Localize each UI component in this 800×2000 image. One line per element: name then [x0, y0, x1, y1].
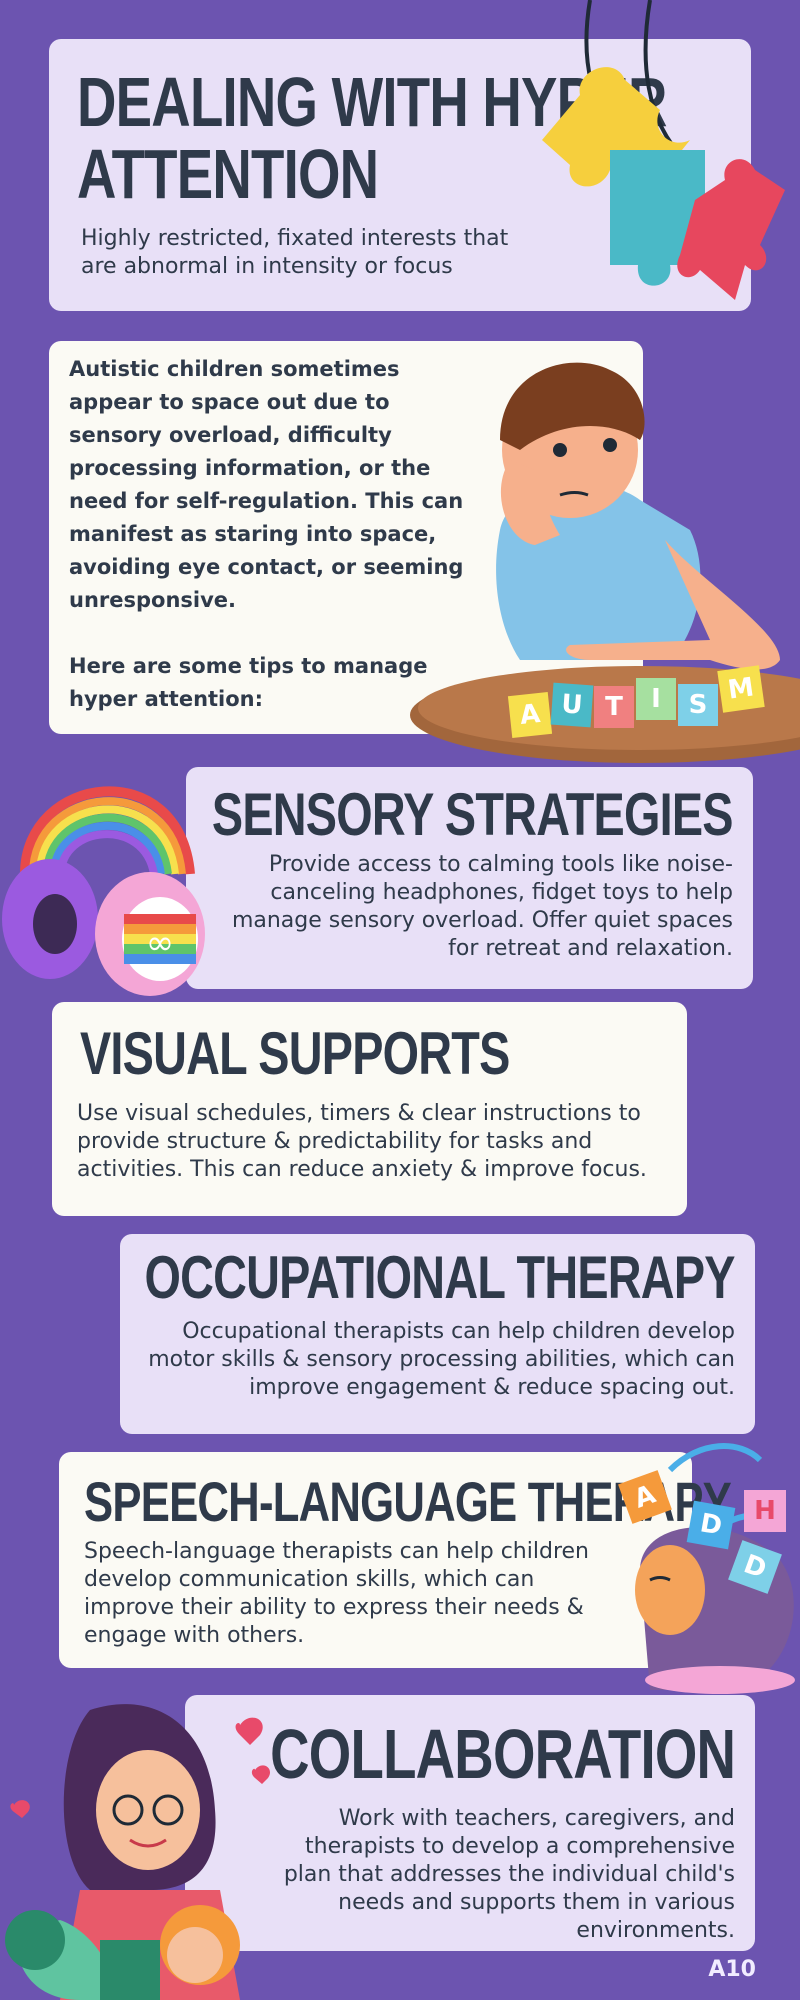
- block-letter-adhd-h: H: [744, 1490, 786, 1532]
- tips-lead: Here are some tips to manage hyper atten…: [69, 654, 428, 711]
- visual-supports-card: VISUAL SUPPORTS Use visual schedules, ti…: [52, 1002, 687, 1216]
- adhd-blocks: A D H D: [618, 1464, 800, 1594]
- block-letter-adhd-d1: D: [686, 1500, 736, 1550]
- block-letter-i: I: [636, 678, 676, 720]
- sensory-strategies-card: SENSORY STRATEGIES Provide access to cal…: [186, 767, 753, 989]
- family-hug-illustration: [5, 1704, 271, 2000]
- block-letter-adhd-d2: D: [728, 1540, 782, 1594]
- block-letter-s: S: [678, 684, 718, 726]
- block-letter-t: T: [594, 686, 634, 728]
- section-body-visual: Use visual schedules, timers & clear ins…: [77, 1101, 647, 1182]
- puzzle-pieces-illustration: [542, 0, 785, 300]
- collaboration-card: COLLABORATION Work with teachers, caregi…: [185, 1695, 755, 1951]
- section-body-collaboration: Work with teachers, caregivers, and ther…: [283, 1806, 735, 1943]
- block-letter-a: A: [507, 692, 553, 738]
- section-title-visual: VISUAL SUPPORTS: [80, 1020, 510, 1087]
- occupational-therapy-card: OCCUPATIONAL THERAPY Occupational therap…: [120, 1234, 755, 1434]
- section-title-collaboration: COLLABORATION: [269, 1715, 736, 1793]
- block-letter-u: U: [550, 682, 594, 728]
- page-subtitle: Highly restricted, fixated interests tha…: [81, 226, 509, 279]
- section-body-occupational: Occupational therapists can help childre…: [148, 1319, 735, 1400]
- section-title-sensory: SENSORY STRATEGIES: [212, 781, 734, 848]
- block-letter-adhd-a: A: [618, 1470, 672, 1524]
- section-body-sensory: Provide access to calming tools like noi…: [231, 852, 733, 961]
- block-letter-m: M: [717, 665, 765, 713]
- red-puzzle-icon: [677, 159, 785, 300]
- section-body-speech: Speech-language therapists can help chil…: [84, 1539, 589, 1648]
- page-title-line2: ATTENTION: [77, 135, 379, 213]
- section-title-occupational: OCCUPATIONAL THERAPY: [144, 1244, 736, 1311]
- svg-text:∞: ∞: [146, 923, 174, 963]
- intro-paragraph: Autistic children sometimes appear to sp…: [69, 357, 464, 612]
- headphones-illustration: ∞: [2, 786, 205, 996]
- speech-language-card: SPEECH-LANGUAGE THERAPY Speech-language …: [59, 1452, 732, 1668]
- footer-code: A10: [708, 1957, 756, 1982]
- autism-blocks: A U T I S M: [507, 664, 780, 744]
